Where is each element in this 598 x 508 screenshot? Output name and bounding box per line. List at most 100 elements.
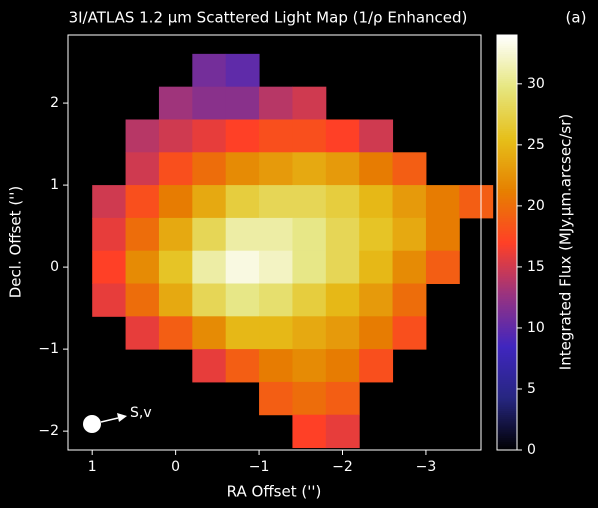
colorbar-step: [497, 118, 517, 121]
heat-cell: [225, 283, 260, 317]
colorbar-step: [497, 76, 517, 80]
heat-cell: [92, 185, 127, 219]
panel-label: (a): [566, 9, 587, 27]
colorbar-step: [497, 429, 517, 432]
colorbar-step: [497, 437, 517, 441]
colorbar-step: [497, 410, 517, 414]
colorbar-step: [497, 329, 517, 333]
heat-cell: [325, 381, 360, 416]
colorbar-step: [497, 70, 517, 73]
heat-cell: [225, 119, 260, 153]
x-tick-label: −3: [416, 459, 437, 475]
heat-cell: [158, 119, 193, 153]
heat-cell: [259, 250, 293, 285]
colorbar-step: [497, 234, 517, 237]
heat-cell: [158, 250, 193, 285]
heat-cell: [192, 316, 227, 350]
colorbar-step: [497, 310, 517, 314]
colorbar-step: [497, 427, 517, 430]
colorbar-step: [497, 362, 517, 366]
colorbar-step: [497, 115, 517, 119]
colorbar-step: [497, 304, 517, 308]
colorbar-step: [497, 236, 517, 239]
heat-cell: [325, 349, 360, 383]
colorbar-step: [497, 205, 517, 208]
colorbar-step: [497, 186, 517, 190]
colorbar-step: [497, 408, 517, 412]
heat-cell: [392, 283, 427, 317]
colorbar-step: [497, 350, 517, 353]
colorbar-step: [497, 55, 517, 59]
colorbar-step: [497, 371, 517, 374]
colorbar-step: [497, 188, 517, 192]
colorbar-step: [497, 439, 517, 443]
heat-cell: [292, 217, 327, 252]
colorbar-step: [497, 180, 517, 183]
colorbar-step: [497, 323, 517, 326]
colorbar-step: [497, 400, 517, 403]
colorbar-step: [497, 306, 517, 310]
colorbar-step: [497, 412, 517, 416]
colorbar-step: [497, 435, 517, 439]
heat-cell: [392, 185, 427, 219]
colorbar-step: [497, 418, 517, 422]
y-tick-label: 0: [50, 259, 59, 275]
colorbar-step: [497, 375, 517, 378]
colorbar-step: [497, 64, 517, 67]
heat-cell: [359, 185, 394, 219]
colorbar-step: [497, 445, 517, 449]
heat-cell: [292, 414, 327, 449]
colorbar-step: [497, 356, 517, 360]
heat-cell: [125, 283, 160, 317]
colorbar-step: [497, 182, 517, 185]
y-tick-label: −1: [38, 341, 59, 357]
heat-cell: [392, 152, 427, 186]
colorbar-step: [497, 238, 517, 241]
colorbar-step: [497, 147, 517, 150]
colorbar-step: [497, 213, 517, 217]
colorbar-step: [497, 364, 517, 368]
chart-title: 3I/ATLAS 1.2 μm Scattered Light Map (1/ρ…: [69, 9, 468, 27]
colorbar-step: [497, 207, 517, 210]
heat-cell: [292, 185, 327, 219]
heat-cell: [325, 152, 360, 186]
colorbar-step: [497, 45, 517, 48]
heat-cell: [459, 185, 494, 219]
colorbar-step: [497, 227, 517, 231]
colorbar-step: [497, 140, 517, 144]
colorbar-step: [497, 342, 517, 345]
heat-cell: [192, 217, 227, 252]
heat-cell: [192, 349, 227, 383]
colorbar-step: [497, 344, 517, 347]
heat-cell: [125, 316, 160, 350]
heat-cell: [359, 283, 394, 317]
colorbar-step: [497, 321, 517, 324]
colorbar-step: [497, 259, 517, 262]
heat-cell: [259, 349, 293, 383]
colorbar-step: [497, 107, 517, 111]
colorbar-step: [497, 337, 517, 341]
heat-cell: [92, 217, 127, 252]
heat-cell: [192, 53, 227, 88]
colorbar-step: [497, 41, 517, 44]
colorbar-step: [497, 281, 517, 285]
heat-cell: [425, 217, 460, 252]
colorbar-step: [497, 358, 517, 362]
colorbar-step: [497, 142, 517, 146]
heat-cell: [259, 119, 293, 153]
colorbar-step: [497, 103, 517, 107]
colorbar-step: [497, 149, 517, 152]
heat-cell: [259, 86, 293, 120]
colorbar-step: [497, 416, 517, 420]
colorbar-step: [497, 340, 517, 343]
colorbar-step: [497, 171, 517, 175]
colorbar-step: [497, 113, 517, 117]
colorbar-step: [497, 327, 517, 331]
colorbar-step: [497, 240, 517, 243]
heat-cell: [259, 283, 293, 317]
colorbar-step: [497, 331, 517, 335]
colorbar-step: [497, 447, 517, 451]
y-tick-label: 1: [50, 177, 59, 193]
colorbar-step: [497, 194, 517, 198]
colorbar-step: [497, 290, 517, 293]
